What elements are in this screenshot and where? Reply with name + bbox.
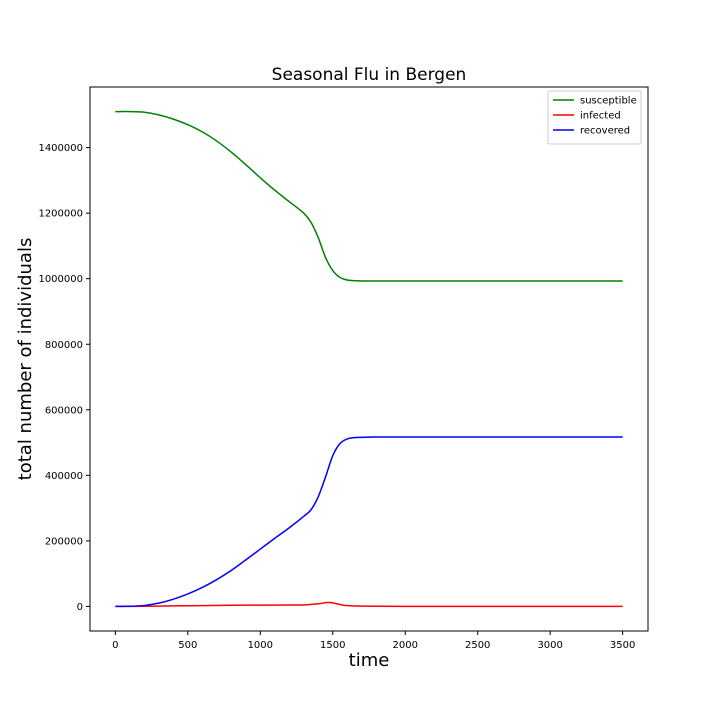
x-tick-label: 0 <box>112 640 118 651</box>
y-tick-label: 800000 <box>45 340 83 351</box>
x-tick-label: 2500 <box>465 640 490 651</box>
series-line-infected <box>115 601 623 608</box>
series-line-susceptible <box>115 110 623 282</box>
plot-frame <box>89 86 649 632</box>
y-axis-label: total number of individuals <box>15 238 36 481</box>
legend-label-recovered: recovered <box>580 126 630 137</box>
y-tick-label: 200000 <box>45 536 83 547</box>
x-tick-label: 2000 <box>393 640 418 651</box>
y-tick-label: 0 <box>77 602 83 613</box>
y-tick-label: 1000000 <box>38 274 83 285</box>
legend: susceptible infected recovered <box>547 90 642 145</box>
series-line-recovered <box>115 436 623 608</box>
x-tick-label: 1000 <box>248 640 273 651</box>
x-tick-label: 3500 <box>610 640 635 651</box>
x-tick-label: 1500 <box>320 640 345 651</box>
y-tick-label: 600000 <box>45 405 83 416</box>
y-tick-label: 400000 <box>45 471 83 482</box>
legend-label-infected: infected <box>580 111 621 122</box>
chart-title: Seasonal Flu in Bergen <box>272 65 467 85</box>
y-tick-label: 1400000 <box>38 143 83 154</box>
x-axis-label: time <box>349 650 390 671</box>
y-tick-label: 1200000 <box>38 209 83 220</box>
series-lines <box>115 110 623 608</box>
x-tick-label: 3000 <box>537 640 562 651</box>
y-axis-ticks: 0 200000 400000 600000 800000 1000000 1200000 1… <box>38 143 90 613</box>
x-tick-label: 500 <box>178 640 197 651</box>
x-axis-ticks: 0 500 1000 1500 2000 2500 3000 3500 <box>112 631 635 651</box>
legend-label-susceptible: susceptible <box>580 96 637 107</box>
